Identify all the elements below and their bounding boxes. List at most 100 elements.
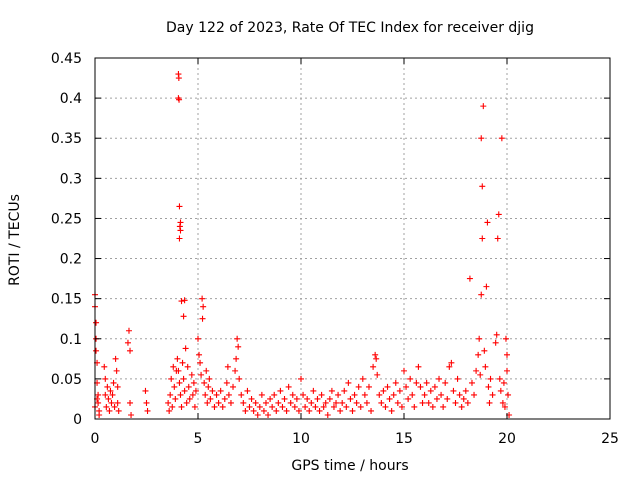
data-point xyxy=(308,399,315,406)
data-point xyxy=(468,379,475,386)
data-point xyxy=(199,295,206,302)
data-point xyxy=(279,403,286,410)
data-point xyxy=(166,407,173,414)
plot-frame xyxy=(94,57,611,420)
data-point xyxy=(419,399,426,406)
data-point xyxy=(427,387,434,394)
data-point xyxy=(417,383,424,390)
data-point xyxy=(347,395,354,402)
data-point xyxy=(201,379,208,386)
data-point xyxy=(448,359,455,366)
data-point xyxy=(206,375,213,382)
data-point xyxy=(380,387,387,394)
data-point xyxy=(505,391,512,398)
data-point xyxy=(328,387,335,394)
data-point xyxy=(178,298,185,305)
data-point xyxy=(109,391,116,398)
data-point xyxy=(108,399,115,406)
data-point xyxy=(291,403,298,410)
data-point xyxy=(181,387,188,394)
data-point xyxy=(102,391,109,398)
data-point xyxy=(114,383,121,390)
data-point xyxy=(179,359,186,366)
data-point xyxy=(359,375,366,382)
x-tick-label: 0 xyxy=(91,431,100,447)
data-point xyxy=(285,383,292,390)
data-point xyxy=(142,387,149,394)
data-point xyxy=(177,219,184,226)
data-point xyxy=(322,399,329,406)
x-tick-label: 25 xyxy=(601,431,619,447)
data-point xyxy=(227,399,234,406)
x-axis-title: GPS time / hours xyxy=(291,458,408,474)
data-point xyxy=(293,395,300,402)
data-point xyxy=(495,211,502,218)
data-point xyxy=(485,383,492,390)
data-point xyxy=(466,275,473,282)
data-point xyxy=(250,407,257,414)
data-point xyxy=(462,387,469,394)
data-point xyxy=(481,347,488,354)
data-point xyxy=(484,219,491,226)
data-point xyxy=(234,335,241,342)
data-point xyxy=(93,347,100,354)
data-point xyxy=(192,387,199,394)
data-point xyxy=(114,399,121,406)
data-point xyxy=(405,395,412,402)
x-tick-labels: 0 5 10 15 20 25 xyxy=(91,431,619,447)
data-point xyxy=(390,391,397,398)
data-point xyxy=(345,379,352,386)
data-point xyxy=(185,383,192,390)
data-point xyxy=(175,75,182,82)
y-tick-label: 0.2 xyxy=(60,252,82,268)
data-point xyxy=(489,391,496,398)
data-point xyxy=(283,407,290,414)
x-tick-label: 5 xyxy=(194,431,203,447)
data-point xyxy=(223,379,230,386)
data-point xyxy=(499,399,506,406)
data-point xyxy=(95,391,102,398)
data-point xyxy=(483,283,490,290)
data-point xyxy=(112,355,119,362)
data-point xyxy=(170,363,177,370)
y-tick-label: 0.4 xyxy=(60,91,82,107)
data-point xyxy=(446,363,453,370)
data-point xyxy=(113,367,120,374)
data-point xyxy=(269,403,276,410)
data-point xyxy=(492,339,499,346)
data-point xyxy=(221,395,228,402)
data-point xyxy=(235,343,242,350)
data-point xyxy=(183,399,190,406)
data-point xyxy=(440,403,447,410)
data-point xyxy=(310,387,317,394)
data-point xyxy=(202,391,209,398)
data-point xyxy=(482,363,489,370)
data-point xyxy=(353,399,360,406)
data-point xyxy=(320,403,327,410)
data-point xyxy=(103,403,110,410)
data-point xyxy=(273,407,280,414)
data-point xyxy=(190,379,197,386)
data-point xyxy=(429,403,436,410)
data-point xyxy=(236,375,243,382)
data-point xyxy=(471,391,478,398)
data-point xyxy=(341,387,348,394)
data-point xyxy=(199,315,206,322)
data-point xyxy=(105,395,112,402)
data-point xyxy=(326,395,333,402)
data-point xyxy=(232,367,239,374)
data-point xyxy=(504,367,510,374)
data-point xyxy=(125,327,132,334)
data-point xyxy=(168,375,175,382)
data-point xyxy=(180,313,187,320)
chart-title: Day 122 of 2023, Rate Of TEC Index for r… xyxy=(166,20,534,36)
data-point xyxy=(302,403,309,410)
data-point xyxy=(295,407,302,414)
data-point xyxy=(265,411,272,418)
data-point xyxy=(312,403,319,410)
data-point xyxy=(217,387,224,394)
data-point xyxy=(452,399,459,406)
data-point xyxy=(324,411,331,418)
data-point xyxy=(104,383,111,390)
data-point xyxy=(198,371,205,378)
